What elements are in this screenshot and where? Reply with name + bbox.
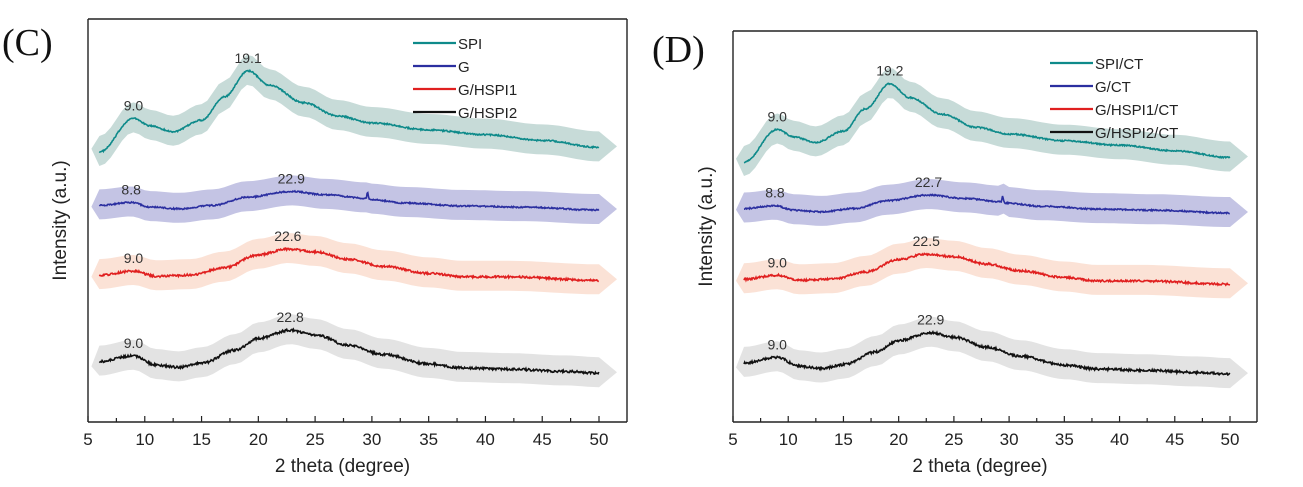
x-tick-label: 10	[779, 430, 798, 449]
legend-label: SPI/CT	[1095, 56, 1143, 73]
x-tick-label: 5	[728, 430, 737, 449]
panel-d: 9.0 19.2 8.8 22.7 9.0 22.5 9.0 22.9 5 10 15 20 25 30 3…	[652, 29, 1258, 477]
panel-label: (C)	[2, 22, 53, 64]
highlight-band	[736, 316, 1248, 389]
peak-label: 22.9	[278, 170, 305, 186]
peak-label: 9.0	[124, 97, 144, 113]
legend-label: G/HSPI2	[458, 105, 517, 122]
x-tick-label: 15	[834, 430, 853, 449]
x-tick-label: 20	[889, 430, 908, 449]
peak-label: 8.8	[765, 185, 785, 201]
x-axis-title: 2 theta (degree)	[275, 456, 410, 477]
legend-label: G/HSPI1	[458, 82, 517, 99]
legend-label: G/CT	[1095, 79, 1131, 96]
peak-label: 9.0	[124, 335, 144, 351]
panel-c: 9.0 19.1 8.8 22.9 9.0 22.6 9.0 22.8 5 10 15 20 25 30 3…	[2, 18, 628, 477]
peak-label: 8.8	[121, 181, 141, 197]
x-tick-label: 45	[1165, 430, 1184, 449]
peak-label: 22.9	[917, 312, 944, 328]
highlight-band	[91, 314, 617, 388]
series-line-g-ct	[743, 193, 1230, 215]
x-tick-label: 5	[83, 430, 92, 449]
series-line-spi	[98, 68, 600, 154]
x-axis-title: 2 theta (degree)	[912, 456, 1047, 477]
series-line-g-hspi2	[98, 327, 600, 376]
series-line-g-hspi1-ct	[743, 252, 1231, 287]
x-tick-label: 50	[590, 430, 609, 449]
x-tick-label: 40	[1110, 430, 1129, 449]
peak-label: 22.6	[274, 228, 301, 244]
x-tick-label: 10	[135, 430, 154, 449]
legend: SPI/CT G/CT G/HSPI1/CT G/HSPI2/CT	[1050, 56, 1178, 142]
highlight-band	[91, 175, 617, 224]
x-tick-label: 15	[192, 430, 211, 449]
legend-label: SPI	[458, 36, 482, 53]
x-tick-label: 50	[1221, 430, 1240, 449]
series-line-g-hspi1	[98, 247, 599, 283]
y-axis-title: Intensity (a.u.)	[50, 160, 71, 280]
peak-label: 19.2	[876, 63, 903, 79]
x-tick-label: 30	[362, 430, 381, 449]
panel-label: (D)	[652, 29, 705, 71]
highlight-band	[91, 233, 617, 295]
x-tick-label: 40	[476, 430, 495, 449]
peak-label: 9.0	[767, 109, 787, 125]
y-axis-title: Intensity (a.u.)	[696, 166, 717, 286]
highlight-band	[736, 68, 1248, 176]
peak-label: 22.8	[277, 309, 304, 325]
series-line-spi-ct	[743, 82, 1231, 164]
peak-label: 22.5	[913, 233, 940, 249]
x-tick-label: 45	[533, 430, 552, 449]
x-tick-label: 35	[1055, 430, 1074, 449]
series-line-g-hspi2-ct	[743, 329, 1231, 376]
legend: SPI G G/HSPI1 G/HSPI2	[413, 36, 517, 122]
peak-label: 22.7	[915, 174, 942, 190]
legend-label: G/HSPI2/CT	[1095, 125, 1178, 142]
x-tick-label: 25	[306, 430, 325, 449]
x-tick-label: 25	[944, 430, 963, 449]
highlight-band	[91, 54, 617, 166]
legend-label: G	[458, 59, 470, 76]
x-tick-label: 20	[249, 430, 268, 449]
peak-label: 9.0	[767, 254, 787, 270]
x-tick-label: 30	[1000, 430, 1019, 449]
series-line-g	[98, 189, 600, 212]
x-tick-label: 35	[419, 430, 438, 449]
highlight-band	[736, 238, 1248, 299]
peak-label: 9.0	[124, 250, 144, 266]
highlight-band	[736, 179, 1248, 227]
peak-label: 9.0	[767, 336, 787, 352]
legend-label: G/HSPI1/CT	[1095, 102, 1178, 119]
peak-label: 19.1	[234, 50, 261, 66]
